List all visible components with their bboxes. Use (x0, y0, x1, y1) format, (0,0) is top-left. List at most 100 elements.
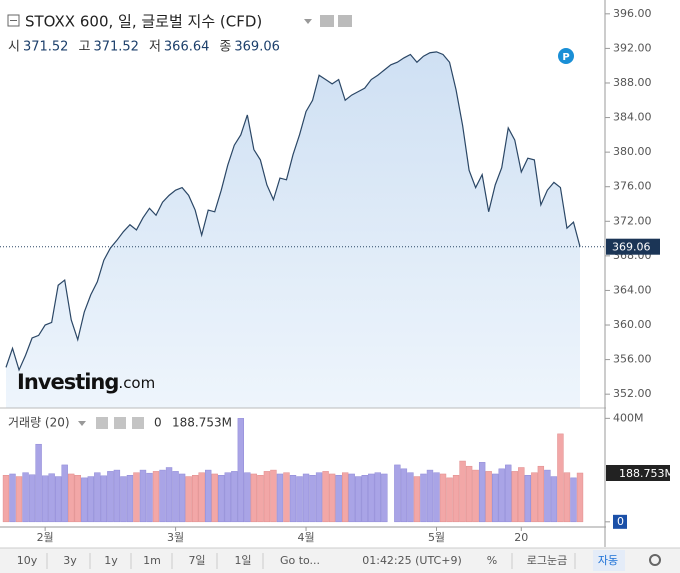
volume-bar (550, 476, 558, 523)
visibility-icon[interactable] (320, 15, 334, 27)
volume-bar (341, 472, 349, 523)
volume-bar (178, 473, 186, 523)
volume-bar (9, 473, 16, 523)
volume-bar (328, 473, 336, 523)
volume-bar (146, 472, 153, 523)
settings-icon[interactable] (338, 15, 352, 27)
volume-bar (381, 473, 388, 523)
toolbar (0, 548, 680, 573)
volume-bar (518, 467, 525, 523)
volume-bar (276, 473, 284, 523)
volume-bar (224, 472, 231, 523)
volume-bar (537, 465, 545, 523)
volume-bar (87, 476, 94, 523)
volume-bar (544, 469, 551, 523)
volume-bar (407, 472, 414, 523)
ohlc-value: 371.52 (23, 40, 69, 55)
watermark-suffix: .com (118, 374, 155, 392)
volume-bar (250, 473, 258, 523)
volume-bar (139, 469, 147, 523)
volume-bar (348, 473, 355, 523)
y-tick-label: 0 (617, 515, 624, 528)
volume-bar (374, 472, 381, 523)
volume-legend-value: 0 (154, 416, 162, 430)
dropdown-icon[interactable] (304, 19, 312, 24)
toolbar-active (593, 550, 625, 571)
area-fill (6, 51, 580, 408)
toolbar-item[interactable]: 7일 (188, 553, 205, 567)
settings-gear[interactable] (649, 554, 661, 566)
toolbar-item[interactable]: 1m (143, 554, 161, 567)
y-tick-badge (613, 514, 627, 529)
dropdown-icon[interactable] (78, 421, 86, 426)
watermark-brand-text: Investing (17, 370, 118, 394)
x-tick-label: 5월 (428, 531, 445, 544)
toolbar-item[interactable]: % (487, 554, 497, 567)
volume-bar (439, 473, 447, 523)
volume-bar (505, 464, 512, 523)
toolbar-item[interactable]: 1일 (234, 553, 251, 567)
collapse-icon[interactable] (7, 14, 20, 27)
volume-bar (244, 472, 251, 523)
volume-bar (563, 472, 571, 523)
volume-bar (524, 475, 532, 523)
y-tick-label: 388.00 (613, 76, 652, 89)
volume-bar (498, 468, 505, 523)
volume-bar (511, 471, 518, 523)
volume-bar (335, 475, 342, 523)
toolbar-item[interactable]: 1y (104, 554, 118, 567)
volume-bar (211, 473, 218, 523)
volume-current: 188.753M (172, 416, 232, 430)
y-tick-label: 392.00 (613, 41, 652, 54)
volume-bar (420, 473, 427, 523)
volume-bar (191, 475, 199, 523)
x-tick-label: 2월 (37, 531, 54, 544)
toolbar-item[interactable]: 자동 (598, 554, 618, 567)
toolbar-item[interactable]: 3y (63, 554, 77, 567)
x-tick-label: 4월 (297, 531, 314, 544)
ohlc-value: 366.64 (164, 40, 210, 55)
close-icon[interactable] (132, 417, 144, 429)
p-badge[interactable] (558, 48, 574, 64)
ohlc-label: 종 (219, 40, 231, 55)
y-tick-label: 380.00 (613, 145, 652, 158)
volume-bar (113, 469, 121, 523)
toolbar-item[interactable]: 10y (17, 554, 38, 567)
volume-bar (400, 468, 408, 523)
volume-bar (120, 476, 127, 523)
volume-bar (355, 476, 362, 523)
last-value-label: 369.06 (612, 241, 651, 254)
volume-bar (283, 472, 290, 523)
volume-bar (433, 472, 440, 523)
volume-bar (68, 473, 75, 523)
volume-bar (185, 476, 192, 523)
current-volume-badge (606, 464, 670, 481)
toolbar-item[interactable]: 로그눈금 (527, 554, 567, 567)
ohlc-label: 저 (149, 40, 161, 55)
volume-bar (198, 472, 205, 523)
toolbar-item[interactable]: Go to... (280, 554, 320, 567)
toolbar-item[interactable]: 01:42:25 (UTC+9) (362, 554, 462, 567)
y-tick-label: 360.00 (613, 318, 652, 331)
volume-bar (576, 472, 584, 523)
volume-bar (446, 477, 453, 523)
ohlc-label: 시 (8, 40, 20, 55)
current-volume-label: 188.753M (619, 467, 674, 480)
y-tick-label: 352.00 (613, 387, 652, 400)
volume-bar (54, 476, 62, 523)
visibility-icon[interactable] (96, 417, 108, 429)
volume-bar (172, 471, 179, 523)
volume-bar (22, 472, 29, 523)
p-badge-text: P (562, 52, 569, 63)
settings-icon[interactable] (114, 417, 126, 429)
volume-bar (237, 418, 245, 523)
volume-bar (472, 469, 479, 523)
y-tick-label: 376.00 (613, 180, 652, 193)
x-tick-label: 3월 (167, 531, 184, 544)
volume-bar (15, 476, 23, 523)
volume-title: 거래량 (20) (8, 416, 70, 430)
volume-bar (270, 469, 277, 523)
volume-bar (478, 462, 486, 523)
